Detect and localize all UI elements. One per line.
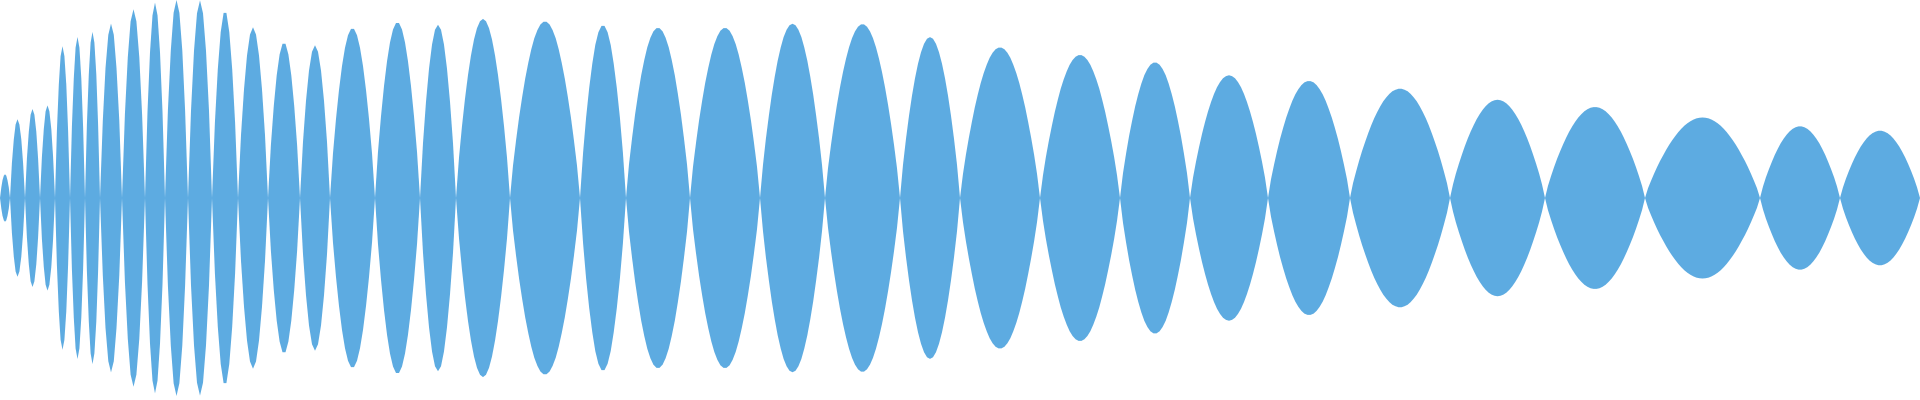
waveform-lobe xyxy=(825,24,900,372)
waveform-lobe xyxy=(25,109,40,287)
waveform-lobe xyxy=(960,47,1040,349)
waveform-lobe xyxy=(100,23,122,373)
waveform-lobe xyxy=(55,46,70,350)
waveform-lobe xyxy=(1268,81,1350,315)
waveform-lobe xyxy=(0,174,10,222)
waveform-lobe xyxy=(330,28,375,368)
waveform-lobe xyxy=(10,119,25,277)
waveform-lobe xyxy=(212,12,238,384)
waveform-lobe xyxy=(145,2,165,394)
waveform-lobe xyxy=(1120,62,1190,334)
waveform-lobe xyxy=(268,43,300,353)
waveform-lobe xyxy=(900,37,960,359)
waveform-lobe xyxy=(456,18,510,378)
waveform-lobe xyxy=(420,24,456,372)
waveform-lobe xyxy=(238,27,268,369)
waveform-lobe xyxy=(188,0,212,396)
waveform-lobe xyxy=(690,28,760,368)
waveform-lobe xyxy=(1840,130,1920,266)
waveform-lobe xyxy=(1450,99,1545,297)
waveform-lobe xyxy=(1760,126,1840,270)
waveform-lobe xyxy=(580,25,626,371)
waveform-lobe xyxy=(1190,75,1268,321)
waveform-lobe xyxy=(122,9,145,387)
waveform-lobe xyxy=(70,37,85,359)
waveform-lobe xyxy=(375,23,420,373)
waveform-lobe xyxy=(760,23,825,373)
waveform-lobe xyxy=(626,28,690,368)
waveform-lobe xyxy=(300,45,330,351)
waveform-lobe xyxy=(510,21,580,375)
waveform-lobe xyxy=(85,31,100,365)
waveform-lobe xyxy=(1545,107,1645,289)
waveform-lobe xyxy=(1040,55,1120,341)
waveform-lobe xyxy=(165,0,188,396)
waveform-lobe xyxy=(1645,117,1760,279)
waveform-lobe xyxy=(1350,88,1450,308)
waveform-lobe xyxy=(40,105,55,291)
